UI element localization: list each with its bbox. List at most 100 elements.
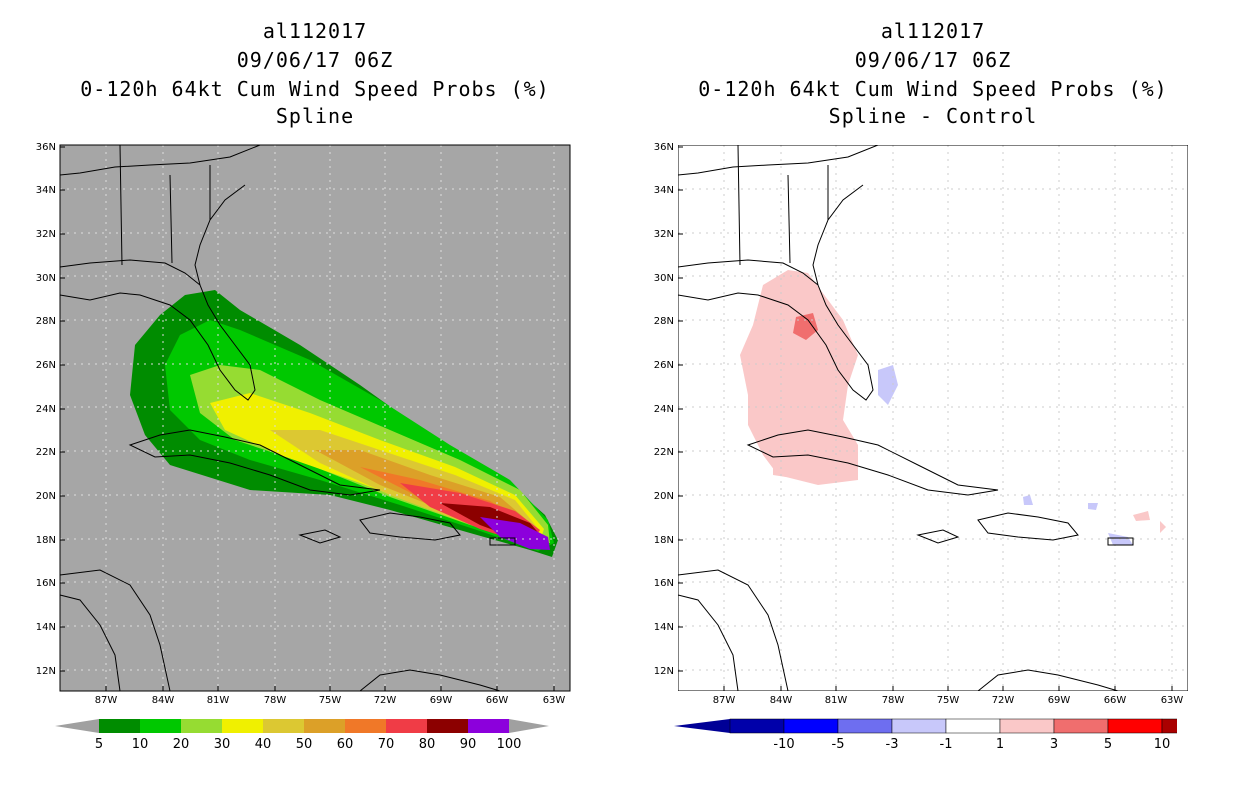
colorbar-segment: [891, 718, 947, 734]
colorbar-segment: [99, 719, 140, 733]
lat-label: 22N: [654, 447, 674, 458]
lon-label: 78W: [264, 695, 287, 706]
florida-panhandle: [59, 259, 201, 286]
us-east-coast: [59, 144, 261, 401]
lat-label: 30N: [36, 273, 56, 284]
lat-label: 18N: [654, 535, 674, 546]
colorbar-label: -10: [773, 737, 794, 752]
left-colorbar: 5 10 20 30 40 50 60 70 80 90 100: [55, 716, 560, 756]
colorbar-label: 5: [95, 737, 103, 752]
right-date: 09/06/17 06Z: [854, 48, 1012, 72]
left-storm-id: al112017: [262, 19, 368, 43]
lat-label: 16N: [36, 578, 56, 589]
colorbar-label: 3: [1050, 737, 1058, 752]
south-america-coast: [359, 669, 501, 692]
right-map: [677, 144, 1189, 692]
diff-positive-east2: [1160, 521, 1166, 533]
grid-lines: [60, 145, 570, 691]
swath-90pct: [480, 517, 550, 550]
colorbar-label: 10: [1154, 737, 1171, 752]
colorbar-label: 30: [214, 737, 231, 752]
lon-label: 72W: [374, 695, 397, 706]
lon-label: 66W: [1104, 695, 1127, 706]
colorbar-segment: [837, 718, 893, 734]
lon-label: 63W: [543, 695, 566, 706]
colorbar-segment: [945, 718, 1001, 734]
colorbar-label: 1: [996, 737, 1004, 752]
lat-label: 14N: [36, 622, 56, 633]
colorbar-label: 100: [497, 737, 522, 752]
lat-label: 28N: [36, 316, 56, 327]
lon-label: 87W: [95, 695, 118, 706]
right-subtitle: Spline - Control: [828, 104, 1038, 128]
colorbar-label: 60: [337, 737, 354, 752]
left-date: 09/06/17 06Z: [236, 48, 394, 72]
lat-label: 20N: [36, 491, 56, 502]
colorbar-segment: [140, 719, 181, 733]
colorbar-segment: [222, 719, 263, 733]
colorbar-segment: [729, 718, 785, 734]
diff-positive-cuba: [773, 455, 788, 477]
lat-label: 26N: [36, 360, 56, 371]
lon-label: 84W: [152, 695, 175, 706]
colorbar-label: 10: [132, 737, 149, 752]
right-product-title: 0-120h 64kt Cum Wind Speed Probs (%): [698, 77, 1168, 101]
left-colorbar-svg: 5 10 20 30 40 50 60 70 80 90 100: [55, 719, 549, 752]
colorbar-label: 20: [173, 737, 190, 752]
lat-label: 12N: [654, 666, 674, 677]
central-america-coast: [59, 569, 171, 692]
colorbar-segment: [1161, 718, 1217, 734]
diff-negative-hispaniola: [1023, 495, 1033, 505]
colorbar-end-right: [509, 719, 549, 733]
colorbar-label: -1: [940, 737, 953, 752]
colorbar-segment: [427, 719, 468, 733]
lat-label: 32N: [654, 229, 674, 240]
lat-label: 26N: [654, 360, 674, 371]
lat-label: 30N: [654, 273, 674, 284]
right-storm-id: al112017: [880, 19, 986, 43]
colorbar-segment: [304, 719, 345, 733]
puerto-rico-coast: [489, 537, 516, 546]
lon-label: 75W: [319, 695, 342, 706]
lon-label: 66W: [486, 695, 509, 706]
colorbar-segment: [1053, 718, 1109, 734]
lon-label: 69W: [1048, 695, 1071, 706]
lat-label: 32N: [36, 229, 56, 240]
colorbar-label: 70: [378, 737, 395, 752]
lat-label: 20N: [654, 491, 674, 502]
colorbar-segment: [1107, 718, 1163, 734]
diff-negative-bahamas: [878, 365, 898, 405]
lon-label: 87W: [713, 695, 736, 706]
colorbar-segment: [999, 718, 1055, 734]
lat-label: 22N: [36, 447, 56, 458]
right-map-panel: [677, 144, 1189, 692]
colorbar-label: -3: [886, 737, 899, 752]
lat-label: 24N: [36, 404, 56, 415]
diff-positive-1to3: [740, 270, 858, 485]
cuba-coast: [128, 429, 381, 496]
hispaniola-coast: [359, 512, 461, 541]
left-title-block: al112017 09/06/17 06Z 0-120h 64kt Cum Wi…: [60, 17, 570, 131]
lon-label: 81W: [207, 695, 230, 706]
jamaica-coast: [298, 529, 342, 544]
left-map-panel: [59, 144, 571, 692]
lat-label: 18N: [36, 535, 56, 546]
colorbar-end-left: [55, 719, 99, 733]
colorbar-segment: [468, 719, 509, 733]
colorbar-segment: [263, 719, 304, 733]
lat-label: 14N: [654, 622, 674, 633]
diff-positive-east: [1133, 511, 1150, 521]
lat-label: 36N: [654, 142, 674, 153]
colorbar-label: -5: [832, 737, 845, 752]
right-colorbar: -10 -5 -3 -1 1 3 5 10: [672, 716, 1236, 756]
lat-label: 34N: [36, 185, 56, 196]
lon-label: 84W: [770, 695, 793, 706]
colorbar-segment: [181, 719, 222, 733]
colorbar-label: 90: [460, 737, 477, 752]
left-map: [59, 144, 571, 692]
diff-negative-pr: [1088, 503, 1098, 510]
left-subtitle: Spline: [275, 104, 355, 128]
lat-label: 16N: [654, 578, 674, 589]
left-product-title: 0-120h 64kt Cum Wind Speed Probs (%): [80, 77, 550, 101]
lon-label: 63W: [1161, 695, 1184, 706]
